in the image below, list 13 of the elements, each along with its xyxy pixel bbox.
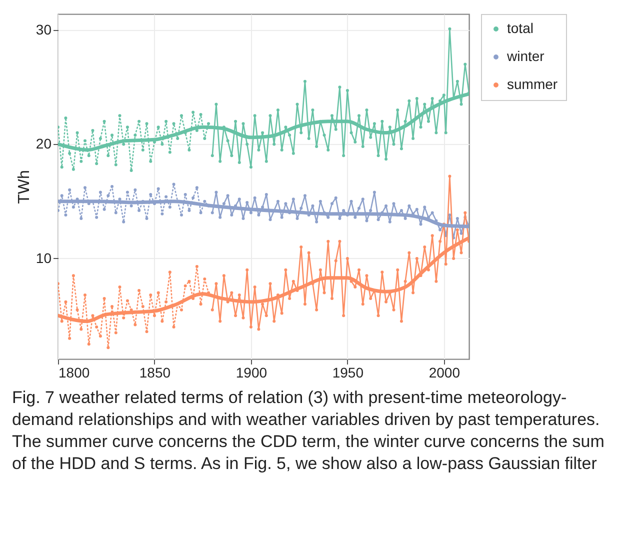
legend-label: winter bbox=[506, 48, 545, 64]
y-tick-label: 30 bbox=[36, 21, 52, 38]
y-axis-title: TWh bbox=[16, 170, 33, 204]
legend-label: total bbox=[507, 20, 534, 36]
x-tick-label: 1950 bbox=[332, 364, 364, 380]
y-tick-label: 20 bbox=[36, 136, 52, 152]
x-tick-label: 1850 bbox=[139, 364, 171, 380]
x-tick-label: 1800 bbox=[58, 364, 90, 380]
legend-label: summer bbox=[507, 76, 558, 92]
y-tick-label: 10 bbox=[36, 250, 52, 266]
x-tick-label: 1900 bbox=[236, 364, 268, 380]
caption: Fig. 7 weather related terms of relation (3) with present-time meteorology-demand relationships and with weather variables driven by past temperatures. The summer curve concerns the CDD term, the winter curve concerns the sum of the HDD and S terms. As in Fig. 5, we show also a low-pass Gaussian filter bbox=[12, 387, 606, 475]
x-tick-label: 2000 bbox=[428, 364, 460, 380]
